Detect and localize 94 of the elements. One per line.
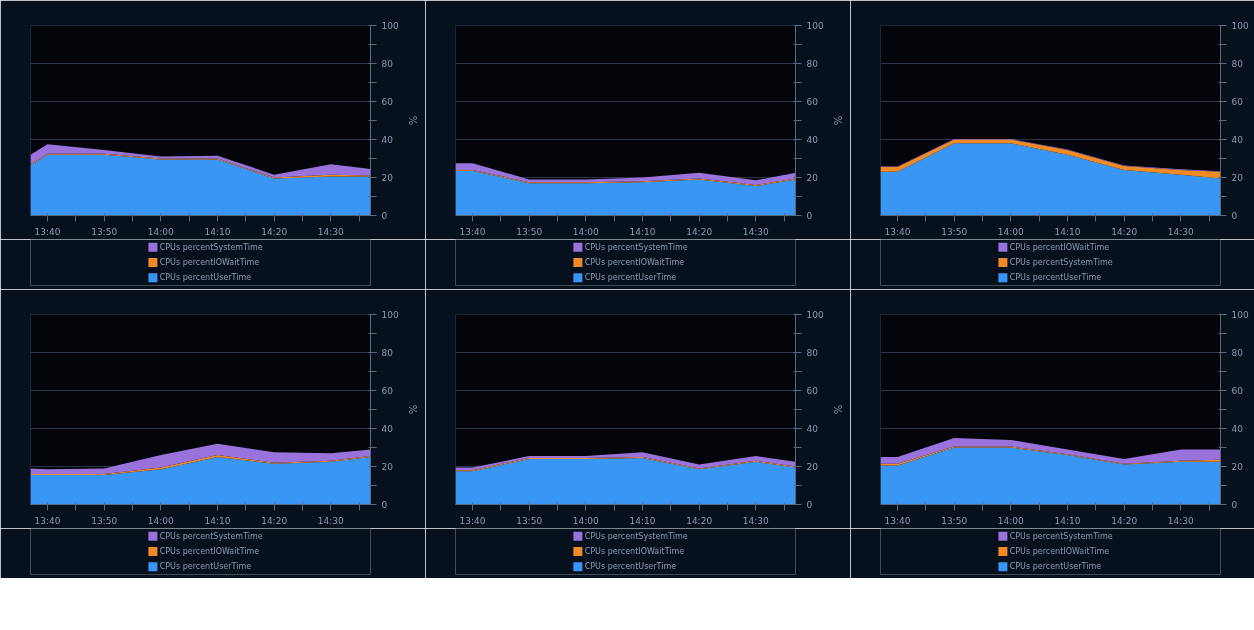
x-tick-label: 14:10 xyxy=(204,515,231,526)
legend-label: CPUs percentUserTime xyxy=(1009,273,1102,283)
y-axis-title: % xyxy=(831,115,843,126)
x-tick-label: 14:20 xyxy=(1111,515,1138,526)
y-tick-label: 60 xyxy=(806,97,819,107)
y-axis-title: % xyxy=(406,404,418,415)
x-tick-label: 13:50 xyxy=(516,515,543,526)
y-tick-label: 20 xyxy=(381,462,394,472)
x-tick-label: 13:50 xyxy=(941,515,968,526)
y-tick-label: 80 xyxy=(1231,348,1244,358)
y-tick-label: 20 xyxy=(381,173,394,183)
y-tick-label: 60 xyxy=(806,386,819,396)
x-tick-label: 13:40 xyxy=(459,515,486,526)
y-tick-label: 100 xyxy=(806,310,824,320)
x-tick-label: 13:50 xyxy=(91,226,118,237)
x-tick-label: 13:50 xyxy=(91,515,118,526)
x-tick-label: 14:30 xyxy=(1167,515,1195,526)
x-tick-label: 14:00 xyxy=(997,226,1025,237)
x-tick-label: 14:30 xyxy=(317,226,345,237)
x-tick-label: 14:00 xyxy=(572,515,600,526)
x-tick-label: 14:10 xyxy=(629,226,656,237)
y-tick-label: 20 xyxy=(806,462,819,472)
y-tick-label: 60 xyxy=(1231,386,1244,396)
y-tick-label: 100 xyxy=(1231,21,1249,31)
legend-label: CPUs percentSystemTime xyxy=(584,242,688,252)
x-tick-label: 14:20 xyxy=(1111,226,1138,237)
x-tick-label: 14:00 xyxy=(147,226,175,237)
x-tick-label: 14:30 xyxy=(742,515,770,526)
legend-label: CPUs percentSystemTime xyxy=(584,531,688,541)
x-tick-label: 13:40 xyxy=(884,515,911,526)
x-tick-label: 13:40 xyxy=(34,515,61,526)
x-tick-label: 14:00 xyxy=(572,226,600,237)
y-tick-label: 20 xyxy=(1231,173,1244,183)
legend-label: CPUs percentSystemTime xyxy=(1009,531,1113,541)
x-tick-label: 14:20 xyxy=(261,515,288,526)
y-tick-label: 40 xyxy=(381,424,394,434)
y-tick-label: 20 xyxy=(806,173,819,183)
y-tick-label: 0 xyxy=(806,500,813,510)
legend-label: CPUs percentSystemTime xyxy=(1009,258,1113,267)
y-tick-label: 0 xyxy=(381,500,388,510)
x-tick-label: 14:10 xyxy=(1054,515,1081,526)
legend-label: CPUs percentUserTime xyxy=(159,273,252,283)
legend-label: CPUs percentIOWaitTime xyxy=(584,547,685,556)
x-tick-label: 13:40 xyxy=(459,226,486,237)
legend-label: CPUs percentIOWaitTime xyxy=(159,258,260,267)
x-tick-label: 14:00 xyxy=(997,515,1025,526)
legend-label: CPUs percentUserTime xyxy=(1009,562,1102,572)
y-tick-label: 40 xyxy=(806,424,819,434)
y-tick-label: 100 xyxy=(381,310,399,320)
y-tick-label: 60 xyxy=(381,97,394,107)
y-tick-label: 40 xyxy=(1231,424,1244,434)
x-tick-label: 14:10 xyxy=(629,515,656,526)
x-tick-label: 13:50 xyxy=(941,226,968,237)
y-tick-label: 100 xyxy=(1231,310,1249,320)
x-tick-label: 14:30 xyxy=(317,515,345,526)
y-tick-label: 100 xyxy=(381,21,399,31)
y-tick-label: 60 xyxy=(381,386,394,396)
x-tick-label: 14:20 xyxy=(686,515,713,526)
y-tick-label: 80 xyxy=(381,59,394,69)
x-tick-label: 13:50 xyxy=(516,226,543,237)
y-tick-label: 0 xyxy=(381,211,388,221)
legend-label: CPUs percentUserTime xyxy=(584,562,677,572)
x-tick-label: 14:00 xyxy=(147,515,175,526)
legend-label: CPUs percentUserTime xyxy=(159,562,252,572)
y-tick-label: 80 xyxy=(381,348,394,358)
x-tick-label: 14:10 xyxy=(204,226,231,237)
x-tick-label: 14:20 xyxy=(261,226,288,237)
legend-label: CPUs percentSystemTime xyxy=(159,242,263,252)
y-tick-label: 80 xyxy=(1231,59,1244,69)
y-tick-label: 40 xyxy=(806,135,819,145)
legend-label: CPUs percentIOWaitTime xyxy=(159,547,260,556)
legend-label: CPUs percentSystemTime xyxy=(159,531,263,541)
y-tick-label: 0 xyxy=(806,211,813,221)
y-tick-label: 0 xyxy=(1231,211,1238,221)
legend-label: CPUs percentIOWaitTime xyxy=(584,258,685,267)
legend-label: CPUs percentUserTime xyxy=(584,273,677,283)
x-tick-label: 14:30 xyxy=(1167,226,1195,237)
x-tick-label: 14:20 xyxy=(686,226,713,237)
y-tick-label: 80 xyxy=(806,348,819,358)
y-tick-label: 40 xyxy=(381,135,394,145)
y-tick-label: 0 xyxy=(1231,500,1238,510)
x-tick-label: 14:10 xyxy=(1054,226,1081,237)
y-tick-label: 40 xyxy=(1231,135,1244,145)
y-tick-label: 80 xyxy=(806,59,819,69)
x-tick-label: 14:30 xyxy=(742,226,770,237)
y-tick-label: 100 xyxy=(806,21,824,31)
y-axis-title: % xyxy=(831,404,843,415)
x-tick-label: 13:40 xyxy=(34,226,61,237)
y-tick-label: 60 xyxy=(1231,97,1244,107)
legend-label: CPUs percentIOWaitTime xyxy=(1009,547,1110,556)
y-tick-label: 20 xyxy=(1231,462,1244,472)
legend-label: CPUs percentIOWaitTime xyxy=(1009,242,1110,252)
x-tick-label: 13:40 xyxy=(884,226,911,237)
y-axis-title: % xyxy=(406,115,418,126)
